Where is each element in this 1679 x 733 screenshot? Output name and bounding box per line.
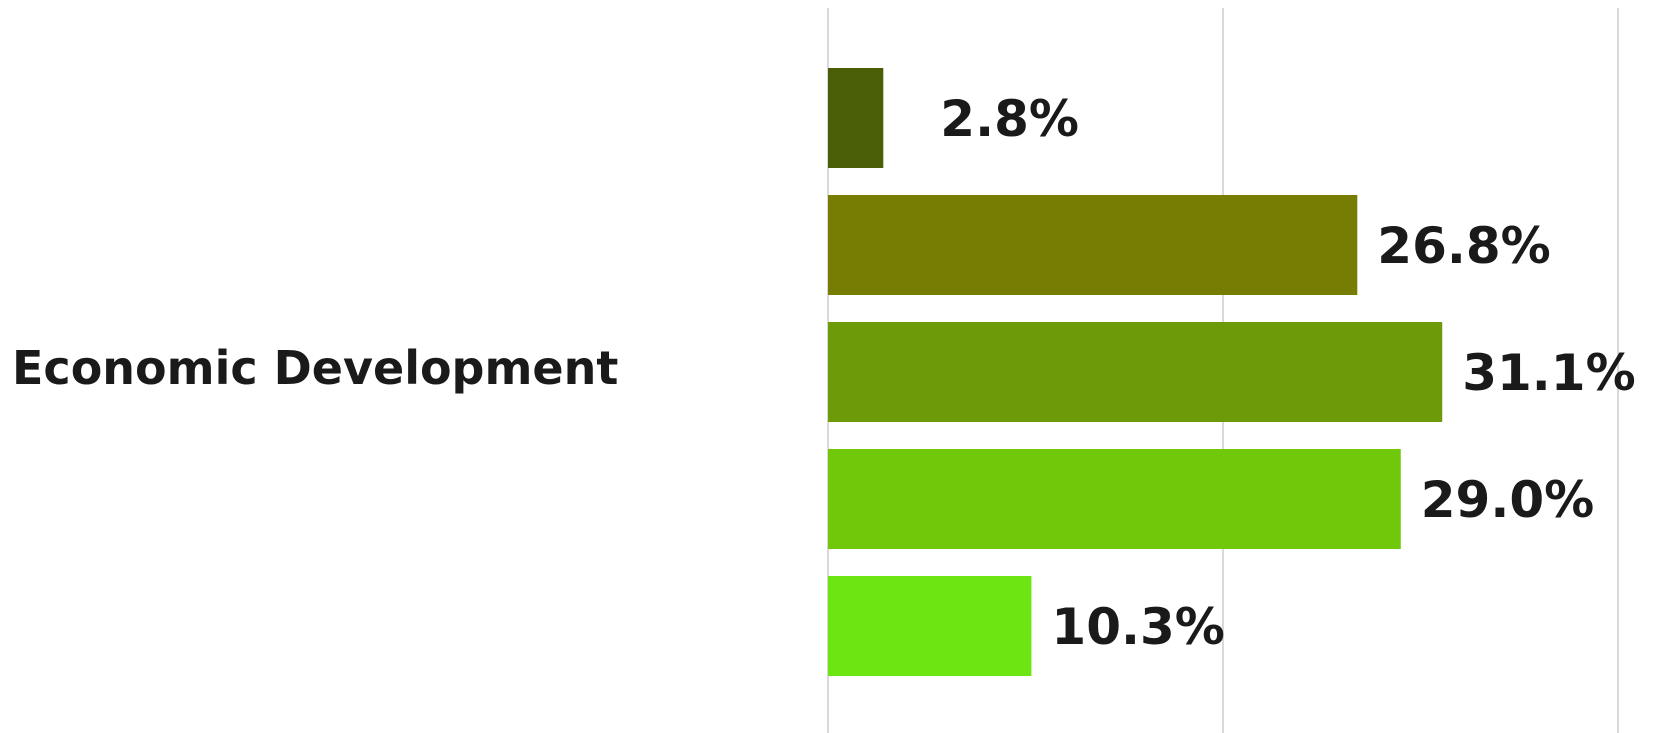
bar bbox=[828, 195, 1358, 295]
data-labels: 2.8% 26.8% 31.1% 29.0% 10.3% bbox=[940, 90, 1635, 656]
bar-value-label: 29.0% bbox=[1421, 471, 1594, 529]
bar bbox=[828, 322, 1443, 422]
bar bbox=[828, 68, 884, 168]
bars bbox=[828, 68, 1443, 676]
bar-value-label: 10.3% bbox=[1051, 598, 1224, 656]
bar-value-label: 31.1% bbox=[1462, 344, 1635, 402]
bar-value-label: 2.8% bbox=[940, 90, 1079, 148]
category-label: Economic Development bbox=[12, 341, 618, 395]
bar-value-label: 26.8% bbox=[1377, 217, 1550, 275]
bar bbox=[828, 449, 1401, 549]
bar bbox=[828, 576, 1032, 676]
